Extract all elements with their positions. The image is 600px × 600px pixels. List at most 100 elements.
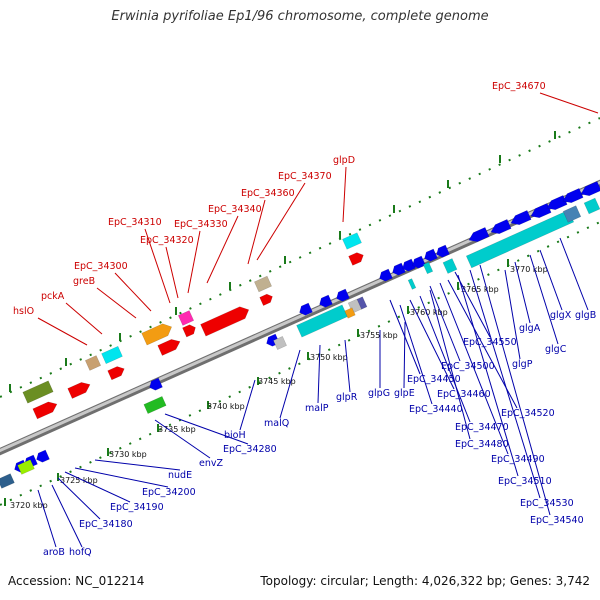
leader-line xyxy=(164,413,249,445)
gene-feature xyxy=(344,307,356,319)
gene-feature xyxy=(17,459,35,475)
leader-line xyxy=(457,274,519,477)
gene-feature xyxy=(319,294,333,308)
leader-line xyxy=(65,302,103,335)
gene-label-epc-34360: EpC_34360 xyxy=(241,188,295,199)
leader-line xyxy=(51,484,83,548)
gene-feature xyxy=(273,336,287,350)
tick-label: 3740 kbp xyxy=(207,402,245,411)
gene-label-epc-34500: EpC_34500 xyxy=(441,361,495,372)
leader-line xyxy=(144,228,171,304)
gene-label-greb: greB xyxy=(73,276,95,287)
gene-feature xyxy=(32,401,58,420)
leader-line xyxy=(94,459,181,471)
gene-feature xyxy=(200,306,250,337)
gene-label-epc-34470: EpC_34470 xyxy=(455,422,509,433)
gene-label-epc-34300: EpC_34300 xyxy=(74,261,128,272)
gene-feature xyxy=(530,203,552,219)
gene-feature xyxy=(107,366,125,381)
gene-feature xyxy=(583,197,600,215)
gene-feature xyxy=(254,275,272,293)
gene-feature xyxy=(436,244,450,258)
scale-track-outer xyxy=(0,117,600,398)
leader-line xyxy=(187,230,201,294)
gene-labels: hslO pckA greB EpC_34300 EpC_34310 EpC_34320 E… xyxy=(13,81,599,558)
leader-line xyxy=(419,295,471,423)
gene-feature xyxy=(84,355,102,371)
gene-features xyxy=(0,181,600,489)
scale-track-inner xyxy=(0,221,600,506)
tick-label: 3755 kbp xyxy=(360,331,398,340)
tick-label: 3725 kbp xyxy=(60,476,98,485)
leader-line xyxy=(504,269,521,360)
gene-label-glpd: glpD xyxy=(333,155,355,166)
leader-line xyxy=(256,182,306,261)
gene-label-epc-34190: EpC_34190 xyxy=(110,502,164,513)
gene-feature xyxy=(149,377,163,391)
leader-line xyxy=(559,237,589,311)
gene-label-malq: malQ xyxy=(264,418,289,429)
gene-feature xyxy=(562,205,582,223)
tick-label: 3720 kbp xyxy=(10,501,48,510)
gene-feature xyxy=(67,382,91,399)
leader-line xyxy=(279,349,301,419)
gene-feature xyxy=(22,380,54,404)
accession-text: Accession: NC_012214 xyxy=(8,574,145,588)
gene-feature xyxy=(412,255,426,269)
gene-feature xyxy=(342,232,362,250)
gene-label-epc-34440: EpC_34440 xyxy=(409,404,463,415)
tick-label: 3750 kbp xyxy=(310,353,348,362)
gene-label-epc-34540: EpC_34540 xyxy=(530,515,584,526)
gene-label-glgx: glgX xyxy=(550,310,572,321)
gene-label-glpr: glpR xyxy=(336,392,358,403)
leader-line xyxy=(529,254,559,345)
gene-feature xyxy=(562,188,584,204)
leader-line xyxy=(37,317,88,346)
gene-feature xyxy=(402,258,416,272)
gene-label-epc-34450: EpC_34450 xyxy=(407,374,461,385)
gene-label-glga: glgA xyxy=(519,323,541,334)
leader-line xyxy=(479,264,551,516)
leader-line xyxy=(74,467,169,488)
gene-feature xyxy=(442,258,458,274)
tick-marks: 3720 kbp 3725 kbp 3730 kbp 3735 kbp 3740 kbp… xyxy=(4,131,556,510)
tick-label: 3770 kbp xyxy=(510,265,548,274)
gene-label-glpg: glpG xyxy=(368,388,390,399)
leader-line xyxy=(96,287,137,319)
gene-label-glpe: glpE xyxy=(394,388,415,399)
gene-feature xyxy=(546,195,568,211)
gene-feature xyxy=(182,324,196,338)
leader-line xyxy=(429,289,471,440)
leader-line xyxy=(409,299,455,390)
gene-label-glgp: glgP xyxy=(512,359,533,370)
gene-feature xyxy=(0,473,15,489)
gene-label-envz: envZ xyxy=(199,458,223,469)
gene-label-epc-34480: EpC_34480 xyxy=(455,439,509,450)
gene-label-epc-34330: EpC_34330 xyxy=(174,219,228,230)
gene-label-epc-34280: EpC_34280 xyxy=(223,444,277,455)
gene-label-arob: aroB xyxy=(43,547,65,558)
gene-label-glgc: glgC xyxy=(545,344,567,355)
gene-label-epc-34670: EpC_34670 xyxy=(492,81,546,92)
gene-label-pcka: pckA xyxy=(41,291,65,302)
gene-feature xyxy=(348,252,364,266)
leader-line xyxy=(342,166,347,223)
gene-feature xyxy=(580,181,600,197)
gene-feature xyxy=(468,227,490,243)
leader-line xyxy=(403,321,406,389)
gene-feature xyxy=(407,278,417,290)
leader-line xyxy=(399,304,433,405)
leader-line xyxy=(389,299,421,375)
gene-feature xyxy=(141,323,173,346)
gene-feature xyxy=(379,268,393,282)
leader-line xyxy=(206,215,239,284)
gene-feature xyxy=(177,310,195,326)
gene-feature xyxy=(36,449,50,463)
gene-label-epc-34180: EpC_34180 xyxy=(79,519,133,530)
gene-label-epc-34310: EpC_34310 xyxy=(108,217,162,228)
gene-feature xyxy=(422,261,434,275)
gene-feature xyxy=(424,248,438,262)
genome-info-text: Topology: circular; Length: 4,026,322 bp… xyxy=(260,574,590,588)
leader-line xyxy=(469,269,541,499)
